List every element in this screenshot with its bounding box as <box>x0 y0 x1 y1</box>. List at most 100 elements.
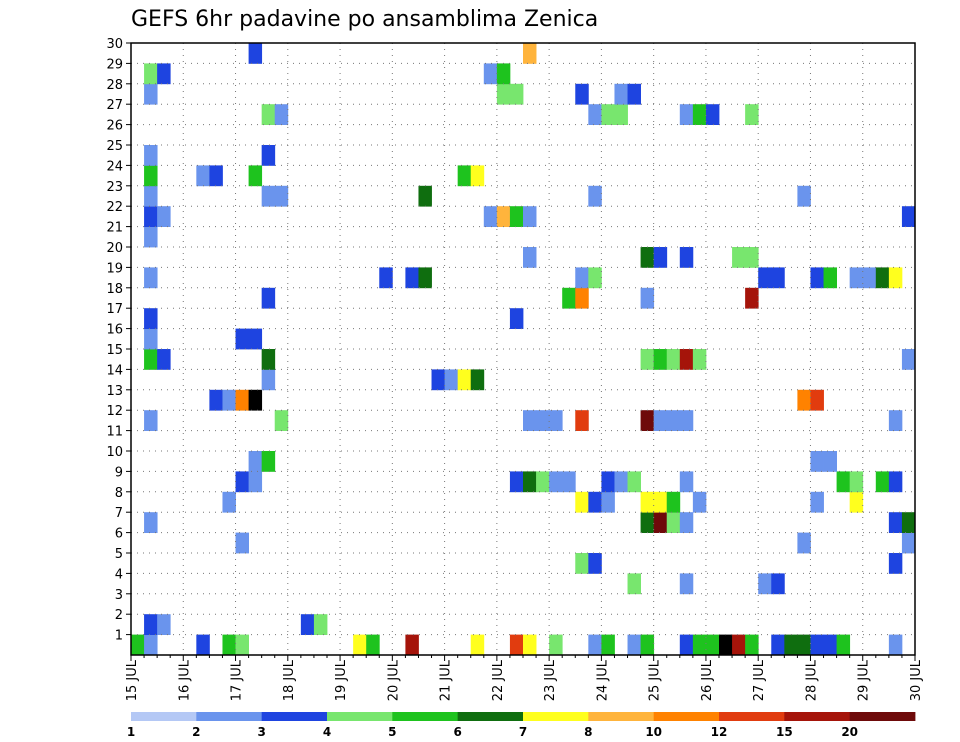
heat-cell <box>745 247 759 268</box>
heat-cell <box>483 63 498 85</box>
heat-cell <box>888 553 903 574</box>
heat-cell <box>235 634 249 656</box>
x-tick-label: 19 JUL <box>334 659 349 701</box>
colorbar-label: 4 <box>323 725 331 739</box>
heat-cell <box>131 634 145 656</box>
y-tick-label: 1 <box>115 629 123 644</box>
colorbar-label: 8 <box>584 725 592 739</box>
heat-cell <box>496 83 511 105</box>
x-tick-label: 26 JUL <box>700 659 715 701</box>
y-tick-label: 27 <box>106 98 123 113</box>
heat-cell <box>875 267 890 289</box>
colorbar-label: 7 <box>519 725 527 739</box>
heat-cell <box>692 634 707 656</box>
x-tick-label: 25 JUL <box>648 659 663 701</box>
heat-cell <box>144 145 158 166</box>
heat-cell <box>405 267 419 289</box>
colorbar-label: 2 <box>192 725 200 739</box>
heat-cell <box>901 532 916 554</box>
heat-cell <box>523 43 537 64</box>
colorbar-segment <box>653 712 720 721</box>
heat-cell <box>418 267 432 289</box>
y-tick-label: 16 <box>106 323 123 338</box>
heat-cell <box>209 389 223 411</box>
heat-cell <box>849 267 864 289</box>
x-tick-label: 27 JUL <box>752 659 767 701</box>
y-tick-label: 30 <box>106 37 123 52</box>
heat-cell <box>627 573 641 595</box>
x-tick-label: 22 JUL <box>491 659 506 701</box>
heat-cell <box>653 491 668 513</box>
heat-cell <box>144 267 158 289</box>
colorbar-segment <box>131 712 197 721</box>
y-tick-label: 13 <box>106 384 123 399</box>
heat-cell <box>745 104 759 125</box>
heat-cell <box>509 83 524 105</box>
x-tick-label: 17 JUL <box>230 659 245 701</box>
heat-cell <box>405 634 419 656</box>
heat-cell <box>470 165 485 187</box>
heat-cell <box>509 308 524 329</box>
heat-cell <box>261 145 276 166</box>
heat-cell <box>418 185 432 207</box>
heat-cell <box>601 634 615 656</box>
y-tick-label: 21 <box>106 221 123 236</box>
heat-cell <box>523 471 537 493</box>
heat-cell <box>719 634 733 656</box>
heat-cell <box>496 63 511 85</box>
heat-cell <box>261 349 276 370</box>
heat-cell <box>771 573 785 595</box>
colorbar-label: 20 <box>841 725 858 739</box>
x-tick-label: 16 JUL <box>177 659 192 701</box>
x-tick-label: 29 JUL <box>857 659 872 701</box>
y-tick-label: 5 <box>115 547 123 562</box>
heat-cell <box>666 349 681 370</box>
y-tick-label: 11 <box>106 425 123 440</box>
colorbar-label: 10 <box>645 725 662 739</box>
heat-cell <box>614 104 628 125</box>
heat-cell <box>157 614 171 635</box>
heat-cell <box>601 104 615 125</box>
x-tick-label: 21 JUL <box>439 659 454 701</box>
x-axis-ticks: 15 JUL 16 JUL 17 JUL 18 JUL 19 JUL 20 JUL 21 J… <box>125 655 924 701</box>
heat-cell <box>496 206 511 227</box>
heat-cell <box>248 165 263 187</box>
colorbar: 1 2 3 4 5 6 7 8 10 12 15 20 <box>127 712 916 739</box>
heat-cell <box>157 206 171 227</box>
y-tick-label: 17 <box>106 302 123 317</box>
heat-cell <box>575 83 589 105</box>
heat-cell <box>679 512 694 533</box>
heat-cell <box>771 634 785 656</box>
heat-cell <box>144 83 158 105</box>
heatmap-cells <box>131 43 916 656</box>
heat-cell <box>509 471 524 493</box>
heat-cell <box>679 349 694 370</box>
chart-title: GEFS 6hr padavine po ansamblima Zenica <box>131 7 598 32</box>
heat-cell <box>248 43 263 64</box>
heat-cell <box>196 165 210 187</box>
heat-cell <box>823 634 837 656</box>
heat-cell <box>666 491 681 513</box>
colorbar-segment <box>523 712 589 721</box>
y-tick-label: 28 <box>106 78 123 93</box>
heat-cell <box>261 287 276 309</box>
heat-cell <box>588 553 602 574</box>
heat-cell <box>810 267 824 289</box>
heat-cell <box>144 349 158 370</box>
heat-cell <box>509 206 524 227</box>
y-tick-label: 29 <box>106 57 123 72</box>
colorbar-label: 5 <box>388 725 396 739</box>
heat-cell <box>797 185 811 207</box>
x-tick-label: 24 JUL <box>595 659 610 701</box>
colorbar-segment <box>327 712 393 721</box>
heat-cell <box>235 532 249 554</box>
heat-cell <box>705 104 720 125</box>
y-tick-label: 15 <box>106 343 123 358</box>
heat-cell <box>235 328 249 350</box>
y-tick-label: 23 <box>106 180 123 195</box>
heat-cell <box>614 471 628 493</box>
heat-cell <box>235 471 249 493</box>
heat-cell <box>470 369 485 391</box>
heat-cell <box>601 491 615 513</box>
heat-cell <box>457 165 472 187</box>
